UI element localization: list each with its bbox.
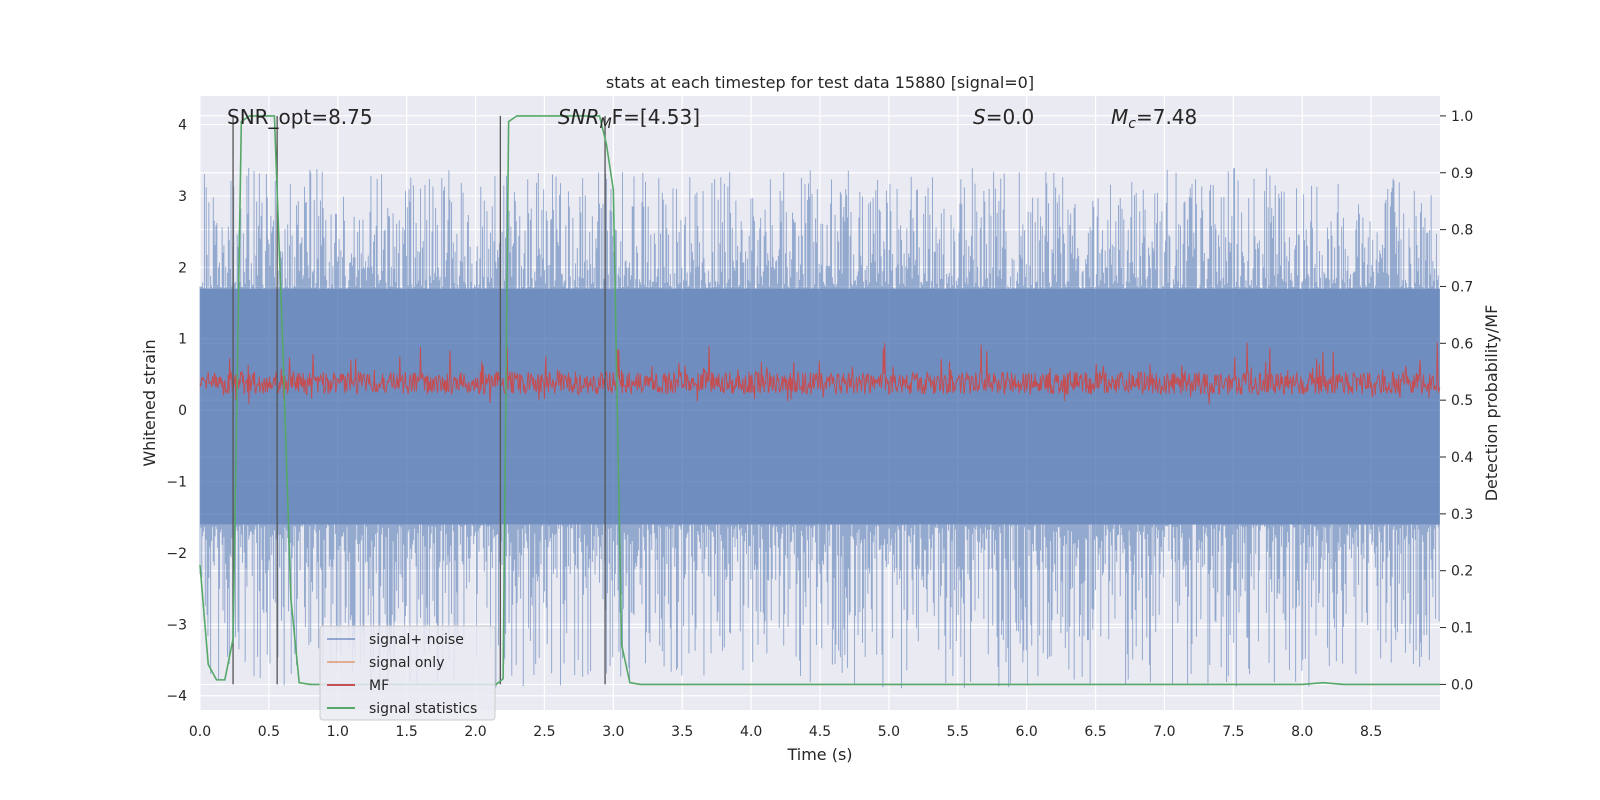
series-mf xyxy=(199,342,1441,405)
x-tick-label-15: 7.5 xyxy=(1222,724,1244,740)
legend-box xyxy=(319,625,496,721)
y-right-tick-label-5: 0.5 xyxy=(1451,393,1473,409)
x-tick-label-6: 3.0 xyxy=(602,724,624,740)
x-tick-label-13: 6.5 xyxy=(1084,724,1106,740)
series-signal-noise xyxy=(199,167,1440,689)
annotation-snr-opt: SNR_opt=8.75 xyxy=(227,105,373,129)
annotation-s: S=0.0 xyxy=(973,105,1034,129)
y-axis-right-label: Detection probability/MF xyxy=(1482,305,1501,502)
y-right-tick-label-3: 0.3 xyxy=(1451,507,1473,523)
signal-statistics-line xyxy=(199,115,1440,686)
x-tick-label-4: 2.0 xyxy=(464,724,486,740)
y-tick-label-1: −3 xyxy=(166,617,187,633)
annotation-snr-mf-value: F=[4.53] xyxy=(612,105,700,129)
x-tick-label-17: 8.5 xyxy=(1360,724,1382,740)
x-axis-ticks: 0.0 0.5 1.0 1.5 2.0 2.5 3.0 3.5 4.0 4.5 5.0 5.5 6.0 6… xyxy=(189,724,1382,740)
annotation-s-value: =0.0 xyxy=(986,105,1035,129)
annotation-mc: Mc=7.48 xyxy=(1111,105,1197,132)
y-tick-label-4: 0 xyxy=(178,403,187,419)
x-tick-label-0: 0.0 xyxy=(189,724,211,740)
annotation-snr-mf: SNRMF=[4.53] xyxy=(558,105,700,132)
y-right-tick-label-7: 0.7 xyxy=(1451,279,1473,295)
y-right-tick-label-10: 1.0 xyxy=(1451,109,1473,125)
x-tick-label-16: 8.0 xyxy=(1291,724,1313,740)
mf-trace xyxy=(199,342,1441,405)
y-tick-label-8: 4 xyxy=(178,118,187,134)
y-right-tick-label-8: 0.8 xyxy=(1451,223,1473,239)
chart-title: stats at each timestep for test data 158… xyxy=(606,73,1034,92)
x-axis-label: Time (s) xyxy=(786,745,852,764)
x-tick-label-1: 0.5 xyxy=(258,724,280,740)
series-signal-statistics xyxy=(199,115,1440,686)
y-tick-label-2: −2 xyxy=(166,546,187,562)
x-tick-label-5: 2.5 xyxy=(533,724,555,740)
y-axis-right-ticks: 0.0 0.1 0.2 0.3 0.4 0.5 0.6 0.7 0.8 0.9 1.0 xyxy=(1440,109,1473,693)
y-right-tick-label-0: 0.0 xyxy=(1451,677,1473,693)
x-tick-label-11: 5.5 xyxy=(947,724,969,740)
y-right-tick-label-4: 0.4 xyxy=(1451,450,1473,466)
x-tick-label-3: 1.5 xyxy=(396,724,418,740)
annotation-s-symbol: S xyxy=(973,105,986,129)
legend-label-signal-noise: signal+ noise xyxy=(369,632,464,648)
annotation-mc-symbol: M xyxy=(1111,105,1128,129)
x-tick-label-14: 7.0 xyxy=(1153,724,1175,740)
x-tick-label-7: 3.5 xyxy=(671,724,693,740)
legend-label-signal-only: signal only xyxy=(369,655,444,671)
annotation-snr-mf-main: SNR xyxy=(558,105,600,129)
y-tick-label-3: −1 xyxy=(166,475,187,491)
y-tick-label-6: 2 xyxy=(178,260,187,276)
y-tick-label-0: −4 xyxy=(166,689,187,705)
x-tick-label-10: 5.0 xyxy=(878,724,900,740)
legend-label-signal-statistics: signal statistics xyxy=(369,701,477,717)
x-tick-label-12: 6.0 xyxy=(1016,724,1038,740)
annotation-mc-value: =7.48 xyxy=(1136,105,1197,129)
legend: signal+ noise signal only MF signal stat… xyxy=(319,625,496,721)
y-right-tick-label-6: 0.6 xyxy=(1451,336,1473,352)
x-tick-label-8: 4.0 xyxy=(740,724,762,740)
annotation-snr-mf-sub: M xyxy=(600,116,612,132)
annotation-mc-sub: c xyxy=(1128,116,1136,132)
y-axis-ticks: −4 −3 −2 −1 0 1 2 3 4 xyxy=(166,118,187,705)
y-tick-label-7: 3 xyxy=(178,189,187,205)
y-right-tick-label-1: 0.1 xyxy=(1451,621,1473,637)
legend-label-mf: MF xyxy=(369,678,389,694)
y-tick-label-5: 1 xyxy=(178,332,187,348)
y-right-tick-label-9: 0.9 xyxy=(1451,166,1473,182)
y-axis-label: Whitened strain xyxy=(140,339,159,466)
x-tick-label-2: 1.0 xyxy=(327,724,349,740)
y-right-tick-label-2: 0.2 xyxy=(1451,564,1473,580)
x-tick-label-9: 4.5 xyxy=(809,724,831,740)
